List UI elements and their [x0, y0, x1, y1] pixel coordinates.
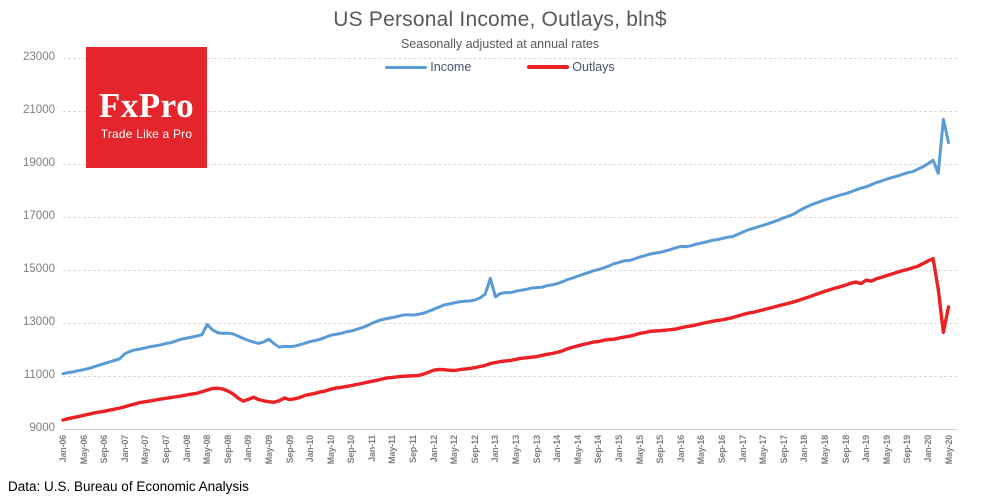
- x-tick-label: Jan-14: [552, 435, 563, 463]
- x-tick-label: Jan-09: [243, 435, 254, 463]
- x-tick-label: Jan-13: [490, 435, 501, 463]
- gridline-21000: [63, 111, 957, 113]
- x-tick-label: May-09: [263, 435, 274, 465]
- x-tick-label: Sep-12: [469, 435, 480, 464]
- x-tick-label: May-15: [634, 435, 645, 465]
- x-tick-label: Jan-15: [614, 435, 624, 463]
- x-tick-label: Sep-19: [902, 435, 913, 464]
- x-tick-label: Jan-16: [675, 435, 686, 463]
- x-tick-label: May-16: [696, 435, 707, 465]
- x-tick-label: Sep-08: [222, 435, 233, 464]
- income-line-swatch: [385, 65, 428, 69]
- gridline-23000: [63, 58, 957, 60]
- x-tick-label: Sep-18: [840, 435, 851, 464]
- x-tick-label: May-14: [572, 435, 583, 465]
- x-tick-label: Sep-17: [778, 435, 789, 464]
- x-tick-label: May-10: [325, 435, 336, 465]
- chart-subtitle: Seasonally adjusted at annual rates: [400, 37, 600, 51]
- x-tick-label: May-08: [202, 435, 213, 465]
- x-tick-label: May-18: [819, 435, 830, 465]
- x-tick-label: May-17: [758, 435, 769, 465]
- gridline-15000: [63, 270, 957, 272]
- x-tick-label: Jan-11: [366, 435, 377, 462]
- x-tick-label: Jan-18: [799, 435, 810, 463]
- outlays-line-swatch: [527, 65, 570, 69]
- gridline-9000: [63, 429, 957, 431]
- fxpro-logo-brand: FxPro: [98, 86, 195, 125]
- x-tick-label: Sep-16: [716, 435, 727, 464]
- page-title: US Personal Income, Outlays, bln$: [333, 8, 667, 31]
- x-tick-label: Jan-07: [119, 435, 130, 463]
- x-tick-label: May-12: [449, 435, 460, 465]
- x-tick-label: May-07: [140, 435, 151, 465]
- legend-item-outlays: Outlays: [527, 60, 615, 74]
- chart-legend: Income Outlays: [0, 60, 1000, 74]
- x-tick-label: May-20: [943, 435, 954, 465]
- x-tick-label: May-19: [881, 435, 892, 465]
- x-tick-label: Jan-12: [428, 435, 439, 463]
- y-tick-label: 15000: [23, 263, 55, 276]
- x-tick-label: Jan-06: [58, 435, 68, 463]
- x-tick-label: May-11: [387, 435, 398, 464]
- gridline-13000: [63, 323, 957, 325]
- legend-label-income: Income: [430, 60, 472, 74]
- y-tick-label: 19000: [23, 157, 55, 170]
- x-tick-label: Sep-11: [408, 435, 419, 463]
- x-tick-label: Sep-10: [346, 435, 357, 464]
- x-tick-label: May-06: [78, 435, 89, 465]
- y-tick-label: 21000: [23, 104, 55, 117]
- x-tick-label: Sep-07: [160, 435, 171, 464]
- legend-label-outlays: Outlays: [572, 60, 615, 74]
- x-tick-label: Sep-14: [593, 435, 604, 464]
- y-tick-label: 13000: [23, 316, 55, 329]
- x-tick-label: Jan-19: [861, 435, 872, 463]
- y-tick-label: 9000: [29, 422, 55, 435]
- x-tick-label: Sep-15: [655, 435, 666, 464]
- x-tick-label: Sep-09: [284, 435, 295, 464]
- x-tick-label: Jan-20: [922, 435, 933, 463]
- y-tick-label: 11000: [23, 369, 55, 382]
- legend-item-income: Income: [385, 60, 471, 74]
- x-tick-label: Jan-08: [181, 435, 192, 463]
- x-tick-label: Jan-17: [737, 435, 748, 463]
- y-tick-label: 23000: [23, 51, 55, 64]
- x-tick-label: May-13: [511, 435, 522, 465]
- x-tick-label: Jan-10: [305, 435, 316, 463]
- x-tick-label: Sep-06: [99, 435, 110, 464]
- data-source-note: Data: U.S. Bureau of Economic Analysis: [8, 479, 249, 494]
- y-tick-label: 17000: [23, 210, 55, 223]
- gridline-11000: [63, 376, 957, 378]
- fxpro-logo-tagline: Trade Like a Pro: [100, 127, 193, 141]
- outlays-line: [61, 256, 951, 422]
- fxpro-logo: FxPro Trade Like a Pro: [86, 47, 207, 168]
- gridline-17000: [63, 217, 957, 219]
- x-tick-label: Sep-13: [531, 435, 542, 464]
